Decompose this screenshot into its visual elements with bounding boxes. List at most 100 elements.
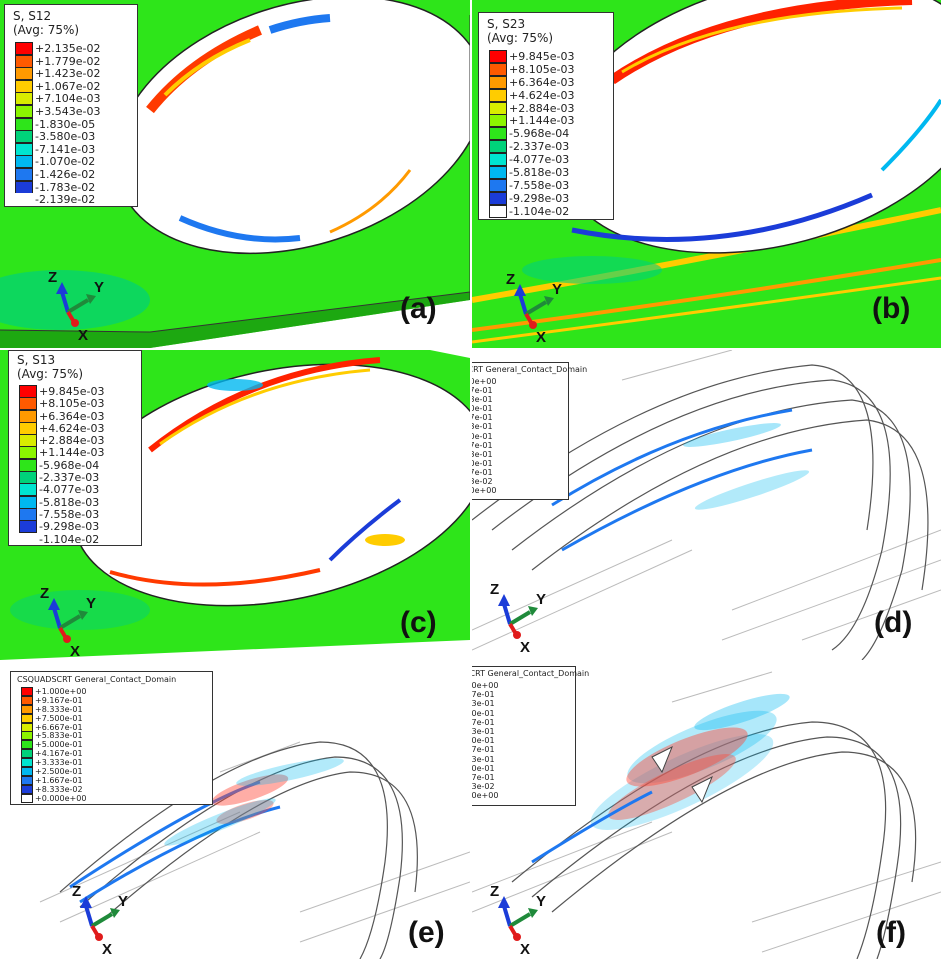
legend-row: +8.333e-02: [21, 784, 211, 794]
legend-row: +8.105e-03: [19, 397, 141, 411]
panel-b: S, S23 (Avg: 75%) +9.845e-03 +8.105e-03 …: [472, 0, 941, 348]
legend-value: -2.337e-03: [509, 140, 570, 154]
legend-value: -1.783e-02: [35, 180, 96, 194]
legend-swatch: [21, 695, 33, 705]
legend-value: +2.500e-01: [472, 458, 493, 468]
legend-row: +8.333e-02: [472, 782, 575, 791]
legend-row: +6.364e-03: [19, 409, 141, 423]
legend-value: +1.000e+00: [472, 377, 497, 386]
legend-value: -9.298e-03: [39, 520, 100, 534]
panel-f: CSQUADSCRT General_Contact_Domain +1.000…: [472, 662, 941, 959]
axis-x-label: X: [78, 327, 88, 342]
legend-row: -1.104e-02: [19, 532, 141, 546]
legend-swatch: [21, 775, 33, 785]
legend-value: -4.077e-03: [39, 483, 100, 497]
legend-swatch: [19, 385, 37, 398]
legend-row: +3.333e-01: [472, 755, 575, 764]
legend-value: +6.364e-03: [509, 75, 575, 89]
legend-value: -7.141e-03: [35, 142, 96, 156]
axis-triad-b: Z Y X: [506, 271, 562, 344]
legend-value: +3.543e-03: [35, 104, 101, 118]
legend-value: +2.884e-03: [509, 101, 575, 115]
legend-row: +8.105e-03: [489, 62, 613, 76]
legend-value: +0.000e+00: [35, 793, 87, 803]
legend-swatch: [489, 75, 507, 89]
legend-row: +3.333e-01: [472, 450, 567, 459]
legend-value: +9.845e-03: [39, 385, 105, 398]
legend-value: +9.167e-01: [472, 386, 493, 396]
legend-value: +8.333e-01: [35, 704, 83, 714]
legend-value: +8.333e-02: [472, 782, 495, 792]
legend-row: +4.167e-01: [472, 441, 567, 450]
axis-triad-d: Z Y X: [490, 581, 546, 654]
legend-value: +1.667e-01: [472, 467, 493, 477]
legend-swatch: [489, 204, 507, 218]
legend-row: -1.783e-02: [15, 180, 137, 194]
legend-value: -1.426e-02: [35, 167, 96, 181]
axis-triad-c: Z Y X: [40, 585, 96, 658]
legend-value: +9.845e-03: [509, 50, 575, 63]
legend-row: +5.833e-01: [21, 731, 211, 741]
legend-row: -5.818e-03: [19, 495, 141, 509]
panel-c: S, S13 (Avg: 75%) +9.845e-03 +8.105e-03 …: [0, 350, 470, 660]
legend-row: -2.337e-03: [19, 471, 141, 485]
legend-swatch: [489, 140, 507, 154]
legend-value: +4.167e-01: [472, 440, 493, 450]
legend-value: +5.000e-01: [472, 431, 493, 441]
legend-row: +1.000e+00: [472, 377, 567, 386]
legend-value: +4.624e-03: [39, 421, 105, 435]
legend-row: +7.500e-01: [21, 713, 211, 723]
legend-value: -7.558e-03: [39, 507, 100, 521]
legend-e-title: CSQUADSCRT General_Contact_Domain: [17, 675, 177, 684]
legend-row: +0.000e+00: [472, 486, 567, 495]
legend-swatch: [21, 767, 33, 777]
axis-z-label: Z: [490, 581, 499, 598]
legend-value: +1.423e-02: [35, 67, 101, 81]
legend-row: +1.667e-01: [472, 773, 575, 782]
legend-row: +1.144e-03: [489, 114, 613, 128]
legend-swatch: [15, 92, 33, 106]
axis-y-label: Y: [86, 595, 96, 612]
axis-x-label: X: [520, 639, 530, 654]
legend-swatch: [19, 446, 37, 460]
axis-x-label: X: [536, 329, 546, 344]
legend-value: -9.298e-03: [509, 191, 570, 205]
legend-row: +8.333e-01: [472, 395, 567, 404]
legend-value: +7.500e-01: [472, 708, 495, 718]
legend-value: +1.067e-02: [35, 79, 101, 93]
legend-row: +2.500e-01: [472, 764, 575, 773]
legend-row: -2.139e-02: [15, 193, 137, 206]
legend-swatch: [15, 142, 33, 156]
legend-value: +5.833e-01: [472, 422, 493, 432]
legend-value: +4.167e-01: [35, 749, 83, 759]
legend-swatch: [489, 101, 507, 115]
legend-value: +2.500e-01: [472, 763, 495, 773]
legend-row: +7.500e-01: [472, 709, 575, 718]
legend-value: +8.333e-02: [35, 784, 83, 794]
legend-swatch: [19, 495, 37, 509]
legend-value: -3.580e-03: [35, 130, 96, 144]
legend-row: -1.830e-05: [15, 117, 137, 131]
legend-row: -3.580e-03: [15, 130, 137, 144]
legend-row: -9.298e-03: [489, 191, 613, 205]
legend-swatch: [19, 532, 37, 535]
legend-value: +2.500e-01: [35, 767, 83, 777]
legend-d-title: CSQUADSCRT General_Contact_Domain: [472, 365, 588, 374]
legend-value: +5.833e-01: [35, 731, 83, 741]
legend-row: +1.000e+00: [21, 687, 211, 696]
legend-swatch: [489, 166, 507, 180]
legend-b-title-1: S, S23: [487, 17, 526, 31]
legend-row: -1.104e-02: [489, 204, 613, 218]
legend-row: +9.167e-01: [472, 690, 575, 699]
axis-x-label: X: [520, 941, 530, 956]
legend-swatch: [19, 520, 37, 534]
axis-z-label: Z: [48, 269, 57, 286]
legend-value: +0.000e+00: [472, 791, 499, 801]
legend-c-rows: +9.845e-03 +8.105e-03 +6.364e-03 +4.624e…: [19, 385, 141, 546]
panel-label-b: (b): [872, 292, 911, 325]
legend-row: +5.833e-01: [472, 422, 567, 431]
plate-b-scene: [472, 0, 941, 348]
legend-swatch: [489, 178, 507, 192]
legend-row: +9.845e-03: [19, 385, 141, 398]
legend-value: +8.105e-03: [509, 62, 575, 76]
